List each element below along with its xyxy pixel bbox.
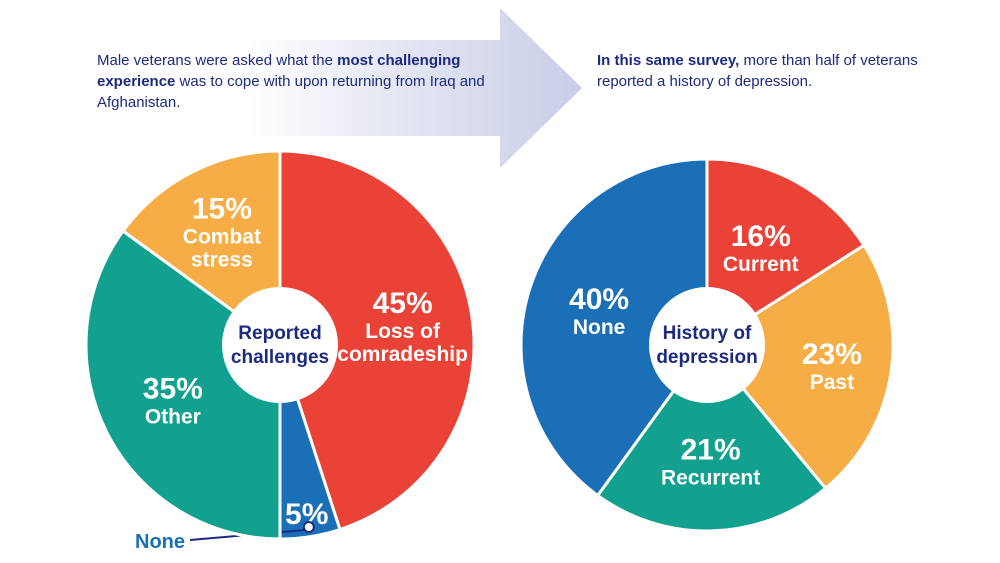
slice-percent-current: 16% [731,220,791,253]
right-caption-bold: In this same survey, [597,52,740,69]
slice-label-loss-of-1: comradeship [337,343,468,366]
pie-center-label-1: Reported [238,323,321,344]
slice-label-past: Past [810,371,854,394]
slice-label-combat-1: stress [191,248,253,271]
transition-arrow [250,8,582,168]
slice-percent-combat: 15% [192,192,252,225]
pie-slice-none [519,157,709,498]
pie-center-hole [222,287,338,403]
pie-chart-1: 45%Loss ofcomradeship5%None35%Other15%Co… [84,149,476,553]
pie-center-label-2: challenges [231,347,329,368]
slice-label-combat: Combat [183,225,261,248]
slice-label-other: Other [145,406,201,429]
right-caption-post: more than half of veterans reported a hi… [597,52,918,90]
slice-percent-loss-of: 45% [373,287,433,320]
pie-center-hole [649,287,765,403]
pie-chart-2: 16%Current 23%Past 21%Recurrent 40%None Hist… [519,157,895,533]
pie-center-label-2: depression [656,347,757,368]
right-caption: In this same survey, more than half of v… [597,50,927,92]
slice-label-loss-of: Loss of [365,320,441,343]
left-caption-pre: Male veterans were asked what the [97,52,338,69]
slice-percent-recurrent: 21% [681,433,741,466]
left-caption: Male veterans were asked what the most c… [97,50,517,113]
slice-percent-past: 23% [802,338,862,371]
pie-slice-recurrent [595,342,828,533]
left-caption-post: was to cope with upon returning from Ira… [97,73,485,111]
pie-slice-past [704,243,895,491]
pie-center-label-1: History of [663,323,752,344]
slice-percent-none: 40% [569,283,629,316]
left-caption-bold: most challenging experience [97,52,461,90]
pie-slice-combat [120,149,282,348]
slice-label-none: None [573,316,626,339]
callout-dot [302,521,315,534]
slice-percent-other: 35% [143,373,203,406]
callout-label-none: None [135,531,185,553]
pie-slice-other [84,228,282,541]
pie-charts-group: 45%Loss ofcomradeship5%None35%Other15%Co… [84,149,895,553]
pie-slice-current [705,157,867,348]
slice-label-recurrent: Recurrent [661,466,760,489]
pie-slice-loss-of [278,149,476,532]
slice-label-current: Current [723,253,799,276]
